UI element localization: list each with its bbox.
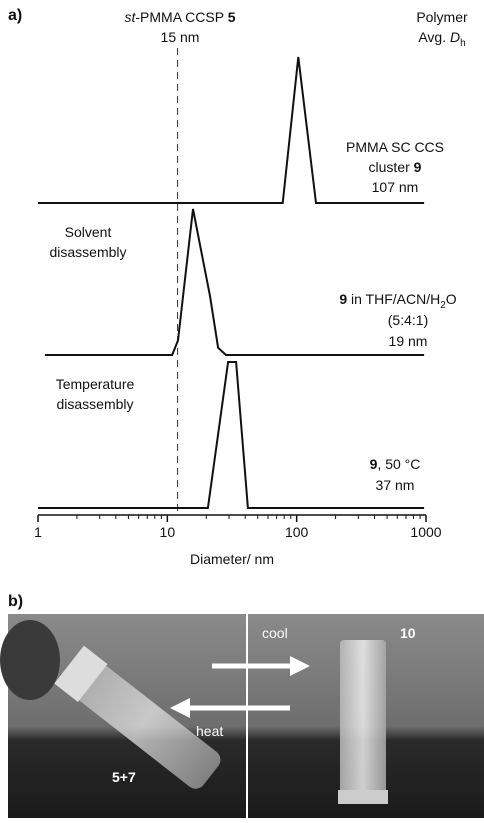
annotation: 37 nm — [376, 477, 415, 493]
header-label: Polymer — [416, 9, 468, 25]
annotation: (5:4:1) — [388, 312, 428, 328]
trace — [44, 208, 425, 356]
x-axis-label: Diameter/ nm — [190, 551, 274, 567]
reference-label: st-PMMA CCSP 5 — [125, 9, 236, 25]
annotation: PMMA SC CCS — [346, 139, 444, 155]
trace — [38, 361, 425, 509]
vial-base — [338, 790, 388, 804]
reference-size: 15 nm — [161, 29, 200, 45]
annotation: cluster 9 — [369, 159, 422, 175]
left-vial — [54, 645, 221, 789]
annotation: 19 nm — [389, 333, 428, 349]
hand — [0, 620, 60, 700]
annotation: disassembly — [56, 396, 133, 412]
annotation: 9 in THF/ACN/H2O — [339, 291, 456, 311]
header-label: Avg. Dh — [418, 29, 465, 49]
panel-label: b) — [8, 593, 23, 610]
x-tick-label: 1 — [34, 524, 42, 540]
panel-label: a) — [8, 7, 22, 24]
arrow-head — [290, 656, 310, 676]
photo-label: 5+7 — [112, 769, 136, 785]
photo: cool heat 10 5+7 — [0, 614, 484, 818]
right-vial — [340, 640, 386, 800]
x-tick-label: 100 — [285, 524, 309, 540]
photo-label: heat — [196, 723, 223, 739]
annotation: disassembly — [49, 244, 126, 260]
arrow-head — [170, 698, 190, 718]
x-tick-label: 10 — [160, 524, 176, 540]
trace — [38, 56, 425, 204]
annotation: 9, 50 °C — [370, 456, 421, 472]
x-tick-label: 1000 — [410, 524, 441, 540]
annotation: 107 nm — [372, 179, 419, 195]
annotation: Solvent — [65, 224, 112, 240]
photo-label: cool — [262, 625, 288, 641]
photo-label: 10 — [400, 625, 416, 641]
annotation: Temperature — [56, 376, 135, 392]
